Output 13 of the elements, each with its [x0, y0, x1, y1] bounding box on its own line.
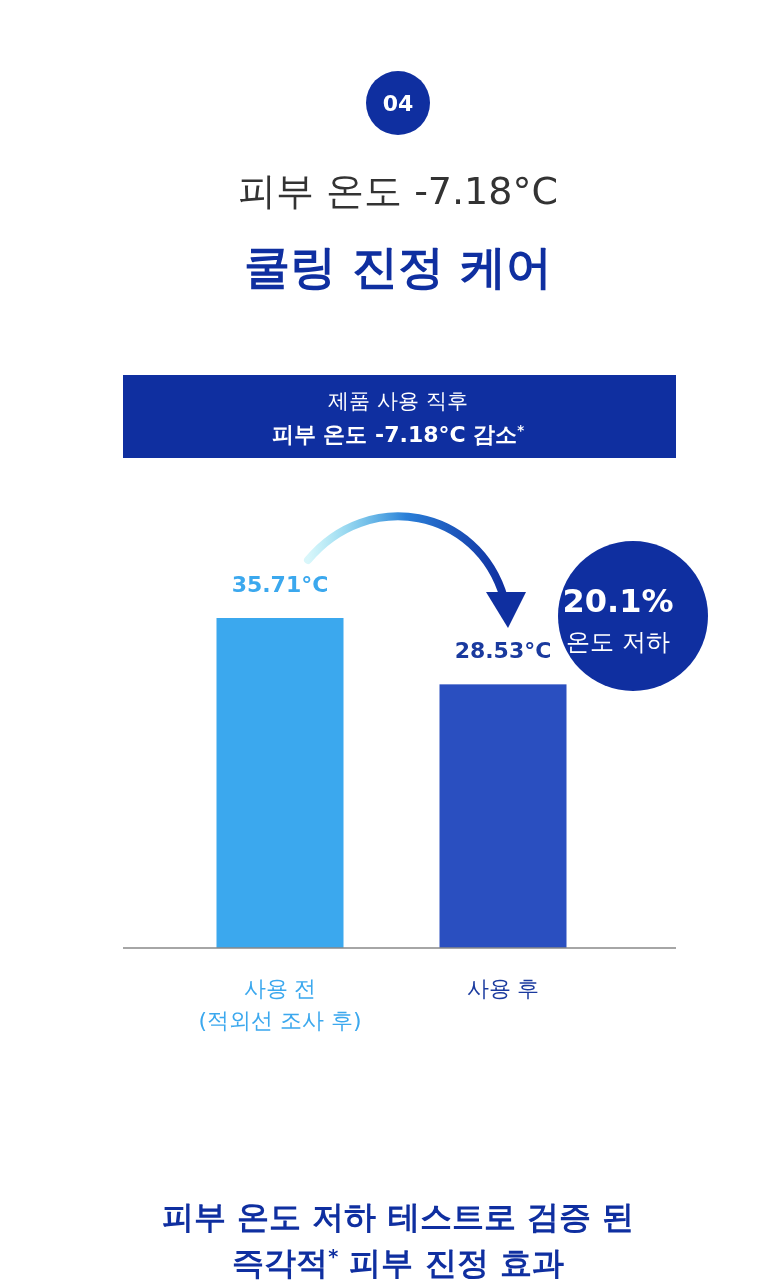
chart-subtitle: 쿨링 진정 케어 — [243, 240, 553, 294]
text: 즉각적$^{*}$ 피부 진정 효과 — [232, 1244, 564, 1280]
annotation: 온도 저하 — [566, 628, 670, 656]
text: 피부 온도 저하 테스트로 검증 된 — [162, 1198, 634, 1236]
chart-title: 피부 온도 -7.18°C — [237, 169, 559, 213]
text: 제품 사용 직후 — [328, 389, 468, 413]
data-label: 35.71°C — [231, 572, 329, 597]
annotation: 20.1% — [562, 582, 674, 620]
text: 04 — [382, 91, 414, 116]
text: 피부 온도 -7.18°C 감소$^{*}$ — [271, 422, 525, 447]
x-tick-label: 사용 전 (적외선 조사 후) — [198, 976, 362, 1033]
x-tick-label: 사용 후 — [466, 976, 540, 1001]
data-label: 28.53°C — [454, 638, 552, 664]
